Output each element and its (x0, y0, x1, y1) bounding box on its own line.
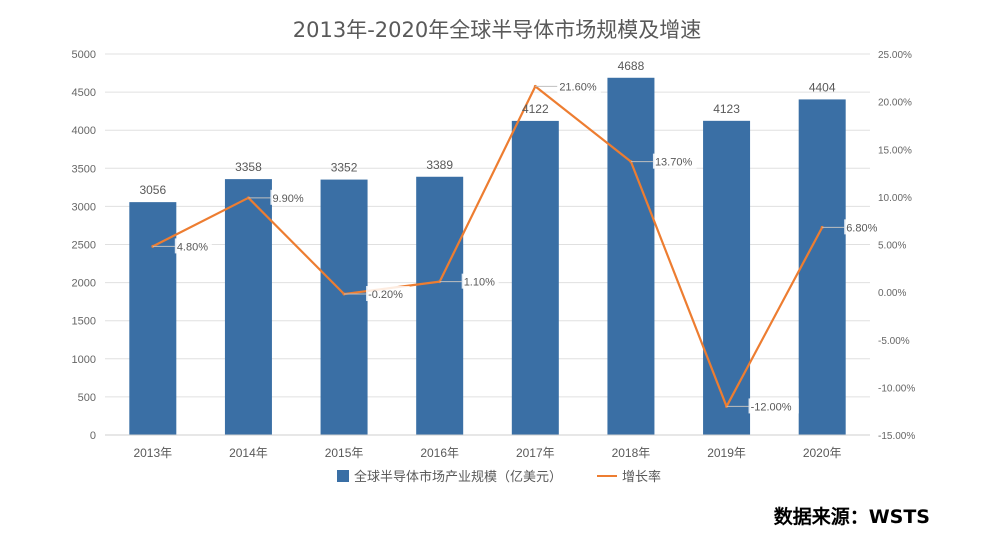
growth-label-bg (557, 78, 601, 94)
axes: 0 500 1000 1500 2000 2500 3000 3500 4000 4500 5000… (72, 49, 916, 460)
bar (607, 77, 655, 435)
y-left-tick-label: 4500 (72, 87, 96, 99)
growth-value-label: -12.00% (751, 401, 792, 413)
bar-value-label: 4122 (522, 102, 549, 116)
source-note: 数据来源：WSTS (773, 506, 930, 528)
y-right-tick-label: 5.00% (878, 241, 906, 252)
y-left-tick-label: 1500 (72, 316, 96, 328)
legend-item-bar: 全球半导体市场产业规模（亿美元） (337, 466, 562, 485)
bar-value-label: 4404 (809, 80, 836, 94)
x-tick-label: 2018年 (612, 446, 651, 460)
bar-value-label: 3358 (235, 160, 262, 174)
bar (511, 120, 559, 436)
x-tick-label: 2013年 (133, 446, 172, 460)
bar-value-label: 3352 (331, 161, 358, 175)
x-tick-label: 2016年 (420, 446, 459, 460)
growth-value-label: 6.80% (846, 222, 877, 234)
legend-bar-swatch (337, 469, 349, 482)
bar (703, 120, 751, 436)
y-right-tick-label: -10.00% (878, 383, 915, 394)
x-tick-label: 2017年 (516, 446, 555, 460)
y-right-tick-label: 20.00% (878, 98, 912, 109)
bar-value-label: 4688 (618, 59, 645, 73)
growth-value-label: 21.60% (559, 81, 597, 93)
growth-label-bg (270, 189, 308, 205)
y-left-tick-label: 1000 (72, 354, 96, 366)
y-right-tick-label: 25.00% (878, 50, 912, 61)
y-left-tick-label: 3500 (72, 163, 96, 175)
bar (224, 179, 272, 435)
x-tick-label: 2019年 (707, 446, 746, 460)
x-tick-label: 2020年 (803, 446, 842, 460)
y-right-tick-label: -15.00% (878, 431, 915, 442)
legend-line-swatch (597, 474, 617, 477)
legend-bar-label: 全球半导体市场产业规模（亿美元） (354, 470, 563, 485)
growth-value-label: 13.70% (655, 157, 693, 169)
growth-line-path (152, 85, 824, 408)
growth-label-bg (461, 273, 499, 289)
growth-label-bg (748, 398, 799, 414)
growth-label-bg (844, 219, 882, 235)
growth-value-label: 4.80% (177, 241, 208, 253)
x-tick-label: 2014年 (229, 446, 268, 460)
bar (129, 202, 177, 435)
y-right-tick-label: 15.00% (878, 145, 912, 156)
y-right-tick-label: 10.00% (878, 193, 912, 204)
bar (416, 176, 464, 436)
bar (320, 179, 368, 435)
growth-line (151, 84, 824, 408)
y-left-tick-label: 2000 (72, 278, 96, 290)
y-left-tick-label: 5000 (72, 49, 96, 61)
bar-value-label: 3389 (426, 158, 453, 172)
bars (129, 77, 846, 436)
y-left-tick-label: 3000 (72, 201, 96, 213)
growth-value-label: 1.10% (464, 277, 495, 289)
chart-title: 2013年-2020年全球半导体市场规模及增速 (292, 18, 702, 42)
legend-item-line: 增长率 (597, 466, 661, 485)
growth-value-label: 9.90% (272, 193, 303, 205)
y-right-tick-label: 0.00% (878, 288, 906, 299)
growth-value-label: -0.20% (368, 289, 403, 301)
gridlines (105, 53, 870, 436)
y-left-tick-label: 2500 (72, 240, 96, 252)
bar-value-label: 3056 (139, 183, 166, 197)
y-right-tick-label: -5.00% (878, 336, 910, 347)
data-labels: 3056 3358 3352 3389 4122 4688 4123 4404 4.80% 9.9… (139, 59, 882, 414)
y-left-tick-label: 4000 (72, 125, 96, 137)
bar (798, 99, 846, 436)
bar-value-label: 4123 (713, 102, 740, 116)
growth-label-bg (174, 238, 212, 254)
legend-line-label: 增长率 (622, 470, 662, 485)
x-tick-label: 2015年 (325, 446, 364, 460)
y-left-tick-label: 0 (90, 430, 96, 442)
growth-label-bg (652, 153, 697, 169)
growth-label-bg (366, 286, 410, 302)
y-left-tick-label: 500 (78, 392, 96, 404)
